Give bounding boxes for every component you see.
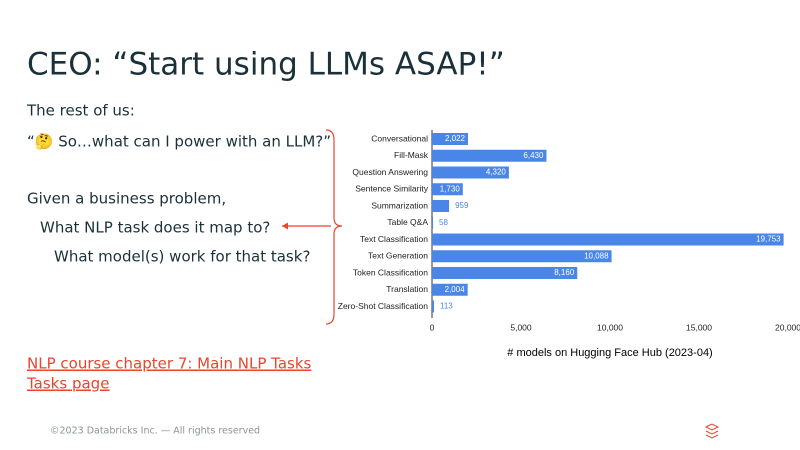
x-tick-label: 0: [430, 322, 435, 332]
value-label: 10,088: [584, 251, 609, 260]
text-line: “🤔 So…what can I power with an LLM?”: [27, 133, 331, 151]
value-label: 959: [455, 201, 469, 210]
y-tick-label: Text Generation: [368, 251, 428, 261]
bar: [432, 283, 468, 296]
text-line: What NLP task does it map to?: [40, 219, 270, 237]
text-line: What model(s) work for that task?: [54, 248, 310, 266]
value-label: 113: [440, 302, 453, 311]
x-tick-label: 20,000: [775, 322, 800, 332]
bar: [432, 250, 612, 263]
text-line: The rest of us:: [26, 102, 135, 120]
link[interactable]: Tasks page: [26, 375, 109, 393]
value-label: 6,430: [523, 151, 544, 160]
y-tick-label: Table Q&A: [387, 217, 428, 227]
y-tick-label: Question Answering: [352, 167, 428, 177]
value-label: 19,753: [756, 235, 781, 244]
value-label: 58: [439, 218, 448, 227]
bar: [432, 166, 509, 179]
y-tick-label: Conversational: [371, 133, 428, 143]
y-tick-label: Translation: [386, 284, 428, 294]
x-tick-label: 5,000: [510, 322, 532, 332]
arrow-head: [282, 222, 288, 230]
y-tick-label: Fill-Mask: [394, 150, 429, 160]
bar: [432, 183, 463, 196]
slide-title: CEO: “Start using LLMs ASAP!”: [27, 47, 505, 83]
bar: [432, 300, 435, 313]
bar: [432, 133, 468, 145]
footer: ©2023 Databricks Inc. — All rights reser…: [50, 426, 260, 437]
y-tick-label: Summarization: [371, 200, 428, 210]
link[interactable]: NLP course chapter 7: Main NLP Tasks: [27, 355, 312, 373]
x-axis-label: # models on Hugging Face Hub (2023-04): [507, 347, 712, 359]
bar: [432, 233, 784, 246]
text-line: Given a business problem,: [27, 190, 226, 208]
x-tick-label: 15,000: [686, 322, 712, 332]
value-label: 1,730: [440, 184, 461, 193]
value-label: 8,160: [554, 268, 575, 277]
brace: [325, 129, 343, 325]
x-tick-label: 10,000: [597, 322, 623, 332]
value-label: 4,320: [486, 168, 507, 177]
bar: [432, 216, 434, 229]
y-tick-label: Token Classification: [353, 267, 428, 277]
bar: [432, 267, 578, 279]
value-label: 2,004: [445, 285, 466, 294]
value-label: 2,022: [445, 134, 466, 143]
y-tick-label: Sentence Similarity: [355, 184, 429, 194]
bar: [432, 200, 450, 212]
y-tick-label: Text Classification: [360, 234, 428, 244]
bar: [432, 149, 547, 162]
logo: [704, 423, 720, 439]
y-tick-label: Zero-Shot Classification: [338, 301, 429, 311]
